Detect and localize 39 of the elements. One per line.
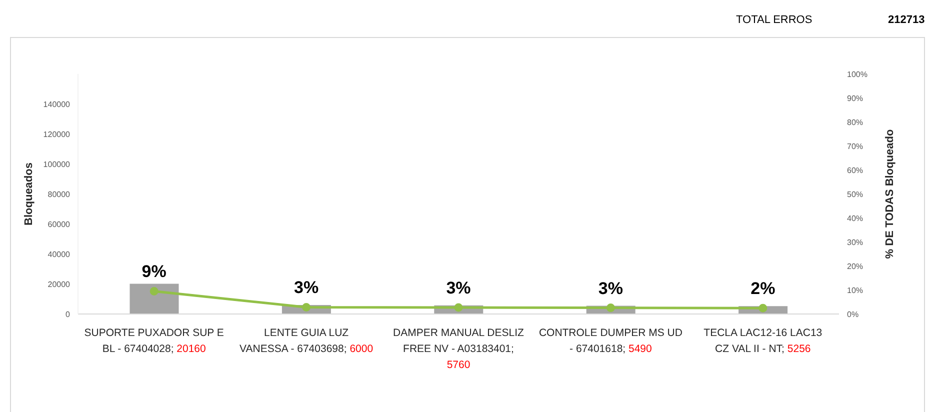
point bbox=[302, 302, 311, 312]
y-axis-title: Bloqueados bbox=[22, 162, 35, 226]
y2-tick-label: 0% bbox=[847, 310, 859, 319]
y-tick-label: 120000 bbox=[43, 130, 71, 139]
bar bbox=[130, 284, 179, 314]
point bbox=[606, 304, 615, 312]
point bbox=[454, 303, 463, 312]
x-tick-label: LENTE GUIA LUZ VANESSA - 67403698; 6000 bbox=[240, 327, 374, 355]
y2-tick-label: 60% bbox=[847, 166, 864, 175]
y-tick-label: 140000 bbox=[43, 100, 71, 109]
text: TOTAL ERROS bbox=[736, 14, 812, 26]
y2-tick-label: 40% bbox=[847, 214, 864, 223]
point bbox=[150, 287, 158, 296]
data-label: 9% bbox=[142, 262, 166, 282]
point bbox=[758, 304, 768, 312]
y-tick-label: 100000 bbox=[43, 160, 71, 169]
y2-tick-label: 20% bbox=[847, 262, 864, 271]
y2-axis-title: % DE TODAS Bloqueado bbox=[884, 129, 896, 259]
x-tick-label: CONTROLE DUMPER MS UD - 67401618; 5490 bbox=[538, 327, 683, 355]
text: 212713 bbox=[888, 14, 925, 26]
y2-tick-label: 50% bbox=[847, 190, 864, 199]
y2-tick-label: 10% bbox=[847, 286, 864, 295]
y2-tick-label: 100% bbox=[847, 70, 868, 79]
x-tick-label: TECLA LAC12-16 LAC13 CZ VAL II - NT; 5256 bbox=[704, 327, 822, 355]
data-label: 2% bbox=[750, 279, 776, 298]
data-label: 3% bbox=[446, 278, 471, 298]
y2-tick-label: 80% bbox=[847, 118, 864, 127]
y2-tick-label: 70% bbox=[847, 142, 864, 151]
y-tick-label: 60000 bbox=[48, 220, 71, 229]
y-tick-label: 40000 bbox=[48, 250, 71, 259]
y2-tick-label: 30% bbox=[847, 238, 864, 247]
x-tick-label: DAMPER MANUAL DESLIZ FREE NV - A03183401; 5760 bbox=[393, 327, 525, 371]
y2-tick-label: 90% bbox=[847, 94, 864, 103]
x-tick-label: SUPORTE PUXADOR SUP E BL - 67404028; 20160 bbox=[84, 327, 224, 355]
y-tick-label: 80000 bbox=[48, 190, 71, 199]
data-label: 3% bbox=[294, 278, 319, 298]
y-tick-label: 0 bbox=[66, 310, 71, 319]
y-tick-label: 20000 bbox=[48, 280, 71, 289]
data-label: 3% bbox=[598, 278, 623, 298]
